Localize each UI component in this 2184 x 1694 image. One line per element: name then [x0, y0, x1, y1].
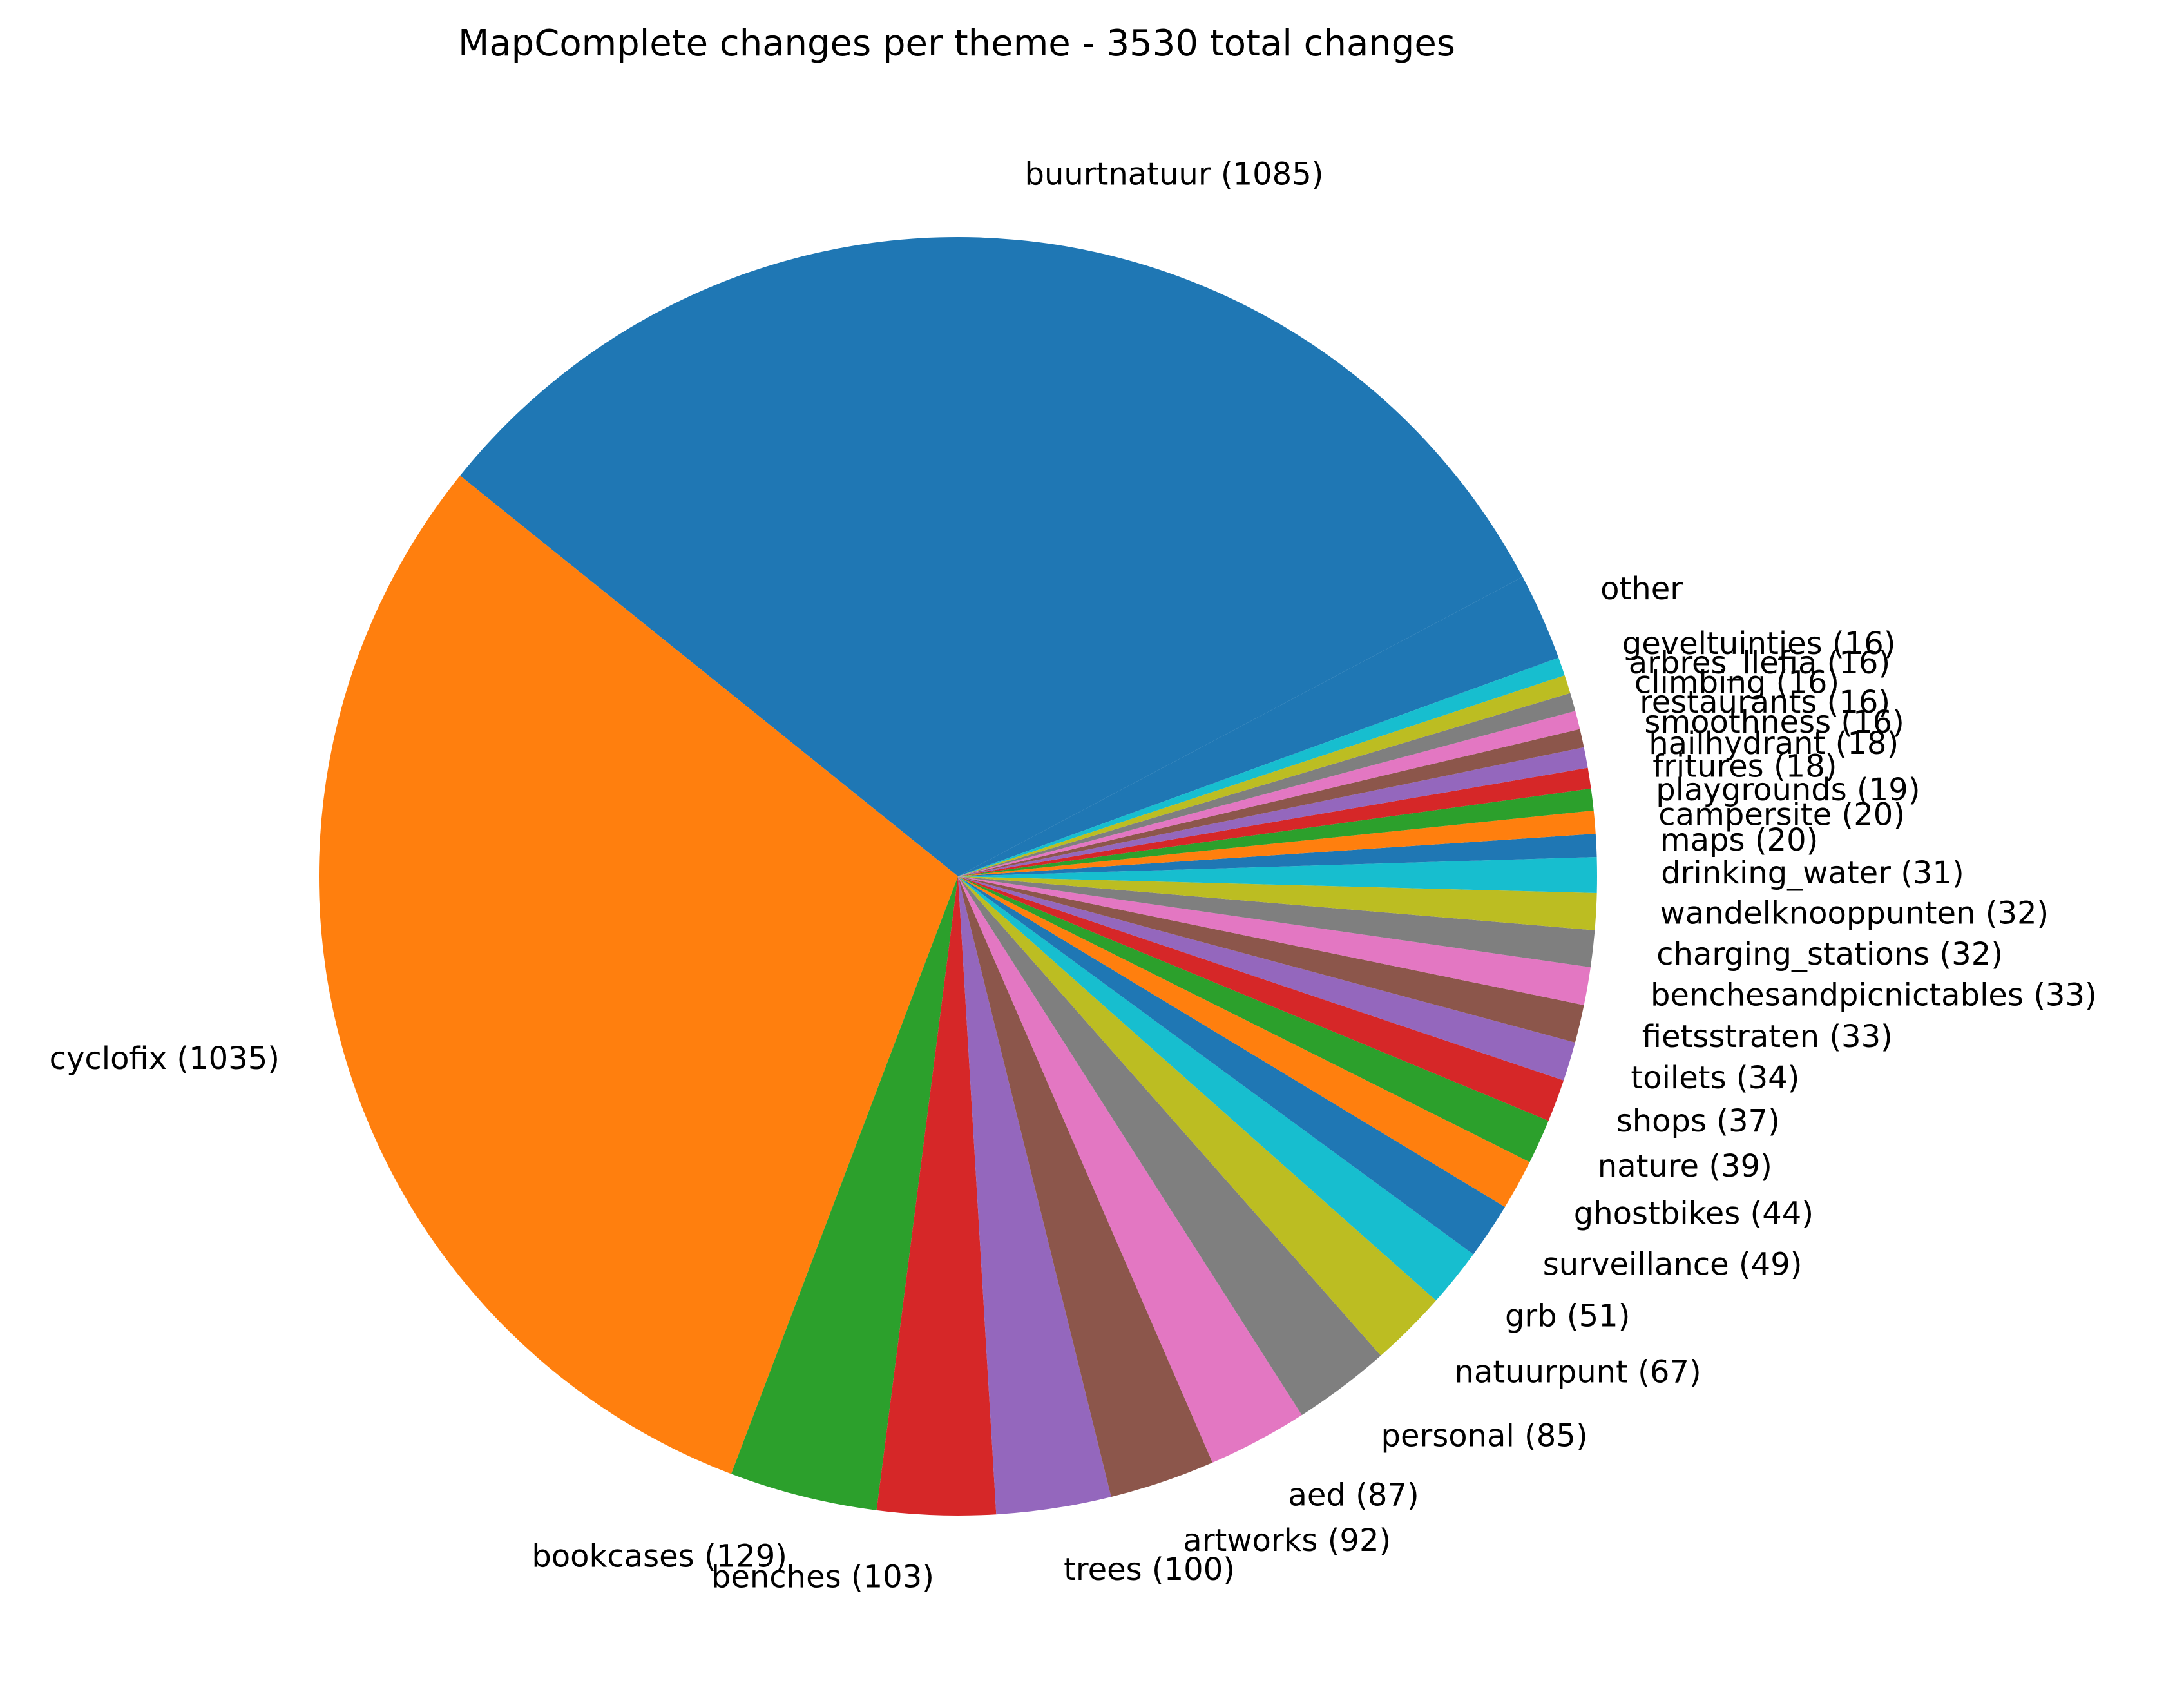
- pie-slice-geveltuintjes: [958, 657, 1565, 876]
- pie-slice-climbing: [958, 693, 1576, 876]
- pie-slice-personal: [958, 876, 1381, 1416]
- pie-slice-charging_stations: [958, 876, 1595, 968]
- pie-slice-maps: [958, 833, 1597, 876]
- pie-label-arbres_llefia: arbres_llefia (16): [1629, 645, 1890, 681]
- pie-label-buurtnatuur: buurtnatuur (1085): [1024, 157, 1323, 193]
- pie-label-trees: trees (100): [1064, 1552, 1235, 1588]
- pie-label-climbing: climbing (16): [1634, 664, 1839, 700]
- chart-title: MapComplete changes per theme - 3530 tot…: [458, 23, 1455, 64]
- pie-label-charging_stations: charging_stations (32): [1656, 936, 2003, 972]
- pie-label-nature: nature (39): [1598, 1148, 1772, 1184]
- pie-label-hailhydrant: hailhydrant (18): [1649, 726, 1899, 762]
- pie-label-natuurpunt: natuurpunt (67): [1455, 1354, 1701, 1391]
- pie-slice-grb: [958, 876, 1473, 1301]
- pie-slice-trees: [958, 876, 1111, 1515]
- pie-slice-artworks: [958, 876, 1213, 1497]
- pie-label-aed: aed (87): [1288, 1477, 1419, 1513]
- pie-slice-fietsstraten: [958, 876, 1584, 1043]
- pie-slice-aed: [958, 876, 1302, 1463]
- pie-label-artworks: artworks (92): [1183, 1523, 1391, 1559]
- pie-slice-fritures: [958, 767, 1591, 876]
- pie-label-benchesandpicnictables: benchesandpicnictables (33): [1651, 977, 2097, 1014]
- pie-label-ghostbikes: ghostbikes (44): [1574, 1196, 1814, 1232]
- pie-slice-cyclofix: [319, 476, 959, 1474]
- pie-label-restaurants: restaurants (16): [1640, 684, 1890, 720]
- pie-slice-nature: [958, 876, 1549, 1162]
- pie-slice-toilets: [958, 876, 1575, 1081]
- pie-slice-surveillance: [958, 876, 1506, 1255]
- pie-label-grb: grb (51): [1505, 1298, 1630, 1334]
- pie-label-geveltuintjes: geveltuintjes (16): [1622, 626, 1896, 662]
- pie-slice-ghostbikes: [958, 876, 1530, 1208]
- pie-label-wandelknooppunten: wandelknooppunten (32): [1660, 895, 2049, 931]
- pie-label-shops: shops (37): [1616, 1103, 1780, 1139]
- pie-slice-arbres_llefia: [958, 675, 1571, 876]
- pie-slice-drinking_water: [958, 856, 1598, 893]
- pie-label-cyclofix: cyclofix (1035): [50, 1041, 280, 1077]
- pie-slices: [319, 236, 1598, 1516]
- pie-label-other: other: [1600, 571, 1683, 607]
- pie-label-maps: maps (20): [1660, 822, 1818, 858]
- pie-slice-natuurpunt: [958, 876, 1437, 1356]
- pie-slice-benches: [876, 876, 997, 1516]
- pie-label-bookcases: bookcases (129): [532, 1539, 787, 1575]
- pie-label-drinking_water: drinking_water (31): [1661, 855, 1964, 891]
- pie-label-smoothness: smoothness (16): [1644, 704, 1904, 740]
- pie-slice-other: [958, 577, 1559, 876]
- pie-slice-buurtnatuur: [460, 236, 1523, 876]
- pie-slice-hailhydrant: [958, 747, 1588, 876]
- pie-label-surveillance: surveillance (49): [1543, 1246, 1803, 1282]
- pie-slice-smoothness: [958, 729, 1584, 876]
- pie-slice-shops: [958, 876, 1564, 1121]
- pie-slice-benchesandpicnictables: [958, 876, 1591, 1005]
- pie-slice-campersite: [958, 810, 1596, 876]
- pie-label-campersite: campersite (20): [1658, 796, 1905, 833]
- pie-label-toilets: toilets (34): [1631, 1060, 1799, 1096]
- pie-label-benches: benches (103): [711, 1559, 934, 1595]
- pie-slice-playgrounds: [958, 788, 1594, 876]
- pie-label-playgrounds: playgrounds (19): [1656, 772, 1920, 808]
- pie-slice-restaurants: [958, 711, 1580, 876]
- pie-labels: other buurtnatuur (1085) cyclofix (1035) bo…: [50, 157, 2097, 1595]
- pie-slice-wandelknooppunten: [958, 876, 1597, 930]
- pie-label-fietsstraten: fietsstraten (33): [1642, 1019, 1893, 1055]
- pie-slice-bookcases: [731, 876, 958, 1510]
- pie-label-fritures: fritures (18): [1652, 748, 1837, 784]
- pie-label-personal: personal (85): [1381, 1418, 1588, 1454]
